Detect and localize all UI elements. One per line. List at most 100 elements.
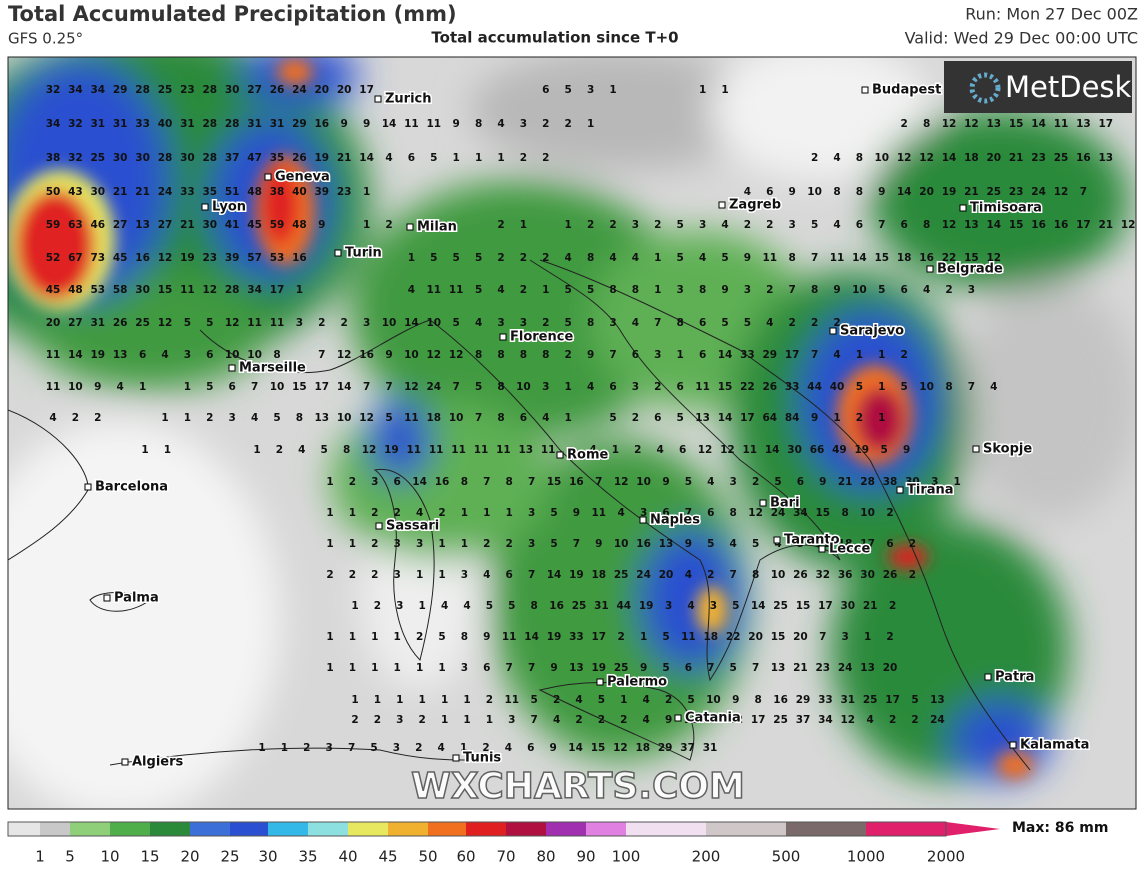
grid-value: 11	[247, 317, 262, 329]
max-label: Max: 86 mm	[1012, 820, 1108, 836]
grid-value: 33	[740, 349, 755, 361]
grid-value: 6	[206, 349, 213, 361]
grid-value: 5	[609, 412, 616, 424]
grid-value: 1	[374, 694, 381, 706]
grid-value: 44	[616, 600, 631, 612]
grid-value: 3	[587, 84, 594, 96]
grid-value: 25	[158, 84, 173, 96]
grid-value: 16	[549, 600, 564, 612]
grid-value: 8	[677, 317, 684, 329]
colorbar-segment	[466, 822, 506, 836]
grid-value: 7	[654, 317, 661, 329]
grid-value: 26	[292, 152, 307, 164]
grid-value: 3	[542, 381, 549, 393]
grid-value: 13	[695, 412, 710, 424]
grid-value: 1	[461, 538, 468, 550]
grid-value: 3	[497, 317, 504, 329]
grid-value: 20	[659, 569, 674, 581]
grid-value: 15	[1009, 118, 1024, 130]
grid-value: 2	[901, 349, 908, 361]
grid-value: 2	[506, 538, 513, 550]
grid-value: 4	[833, 152, 840, 164]
grid-value: 19	[384, 444, 399, 456]
grid-value: 1	[184, 412, 191, 424]
grid-value: 3	[184, 349, 191, 361]
colorbar-tick-label: 50	[418, 848, 437, 866]
grid-value: 28	[135, 84, 150, 96]
city-marker	[499, 333, 507, 341]
colorbar-segment	[268, 822, 308, 836]
grid-value: 14	[986, 219, 1001, 231]
grid-value: 3	[394, 538, 401, 550]
grid-value: 1	[878, 412, 885, 424]
grid-value: 8	[923, 219, 930, 231]
grid-value: 5	[878, 284, 885, 296]
grid-value: 9	[789, 186, 796, 198]
grid-value: 9	[318, 219, 325, 231]
grid-value: 19	[639, 600, 654, 612]
grid-value: 4	[685, 569, 692, 581]
grid-value: 31	[90, 317, 105, 329]
grid-value: 2	[618, 631, 625, 643]
colorbar-segment	[626, 822, 706, 836]
grid-value: 2	[654, 381, 661, 393]
city-marker	[896, 486, 904, 494]
grid-value: 7	[348, 742, 355, 754]
grid-value: 12	[942, 118, 957, 130]
grid-value: 27	[113, 219, 128, 231]
grid-value: 33	[818, 694, 833, 706]
grid-value: 5	[721, 252, 728, 264]
grid-value: 1	[461, 507, 468, 519]
grid-value: 25	[135, 317, 150, 329]
grid-value: 18	[426, 412, 441, 424]
grid-value: 2	[909, 569, 916, 581]
colorbar-segment	[388, 822, 428, 836]
grid-value: 5	[385, 412, 392, 424]
grid-value: 14	[412, 476, 427, 488]
grid-value: 13	[113, 349, 128, 361]
grid-value: 6	[856, 219, 863, 231]
grid-value: 7	[363, 381, 370, 393]
grid-value: 9	[721, 284, 728, 296]
grid-value: 28	[158, 152, 173, 164]
grid-value: 6	[542, 84, 549, 96]
grid-value: 10	[68, 381, 83, 393]
grid-value: 48	[68, 284, 83, 296]
grid-value: 2	[206, 412, 213, 424]
grid-value: 1	[640, 631, 647, 643]
grid-value: 3	[528, 507, 535, 519]
grid-value: 8	[833, 186, 840, 198]
city-marker	[861, 86, 869, 94]
grid-value: 2	[789, 317, 796, 329]
grid-value: 20	[986, 152, 1001, 164]
logo: MetDesk	[1005, 70, 1132, 104]
grid-value: 8	[475, 349, 482, 361]
city-label: Palma	[114, 591, 159, 606]
grid-value: 37	[225, 152, 240, 164]
grid-value: 13	[659, 538, 674, 550]
grid-value: 1	[463, 714, 470, 726]
grid-value: 16	[569, 476, 584, 488]
grid-value: 11	[1054, 118, 1069, 130]
grid-value: 1	[408, 252, 415, 264]
grid-value: 16	[292, 252, 307, 264]
colorbar-tick-label: 100	[612, 848, 641, 866]
grid-value: 9	[595, 538, 602, 550]
colorbar-segment	[8, 822, 40, 836]
grid-value: 12	[404, 381, 419, 393]
colorbar-tick-label: 30	[258, 848, 277, 866]
grid-value: 12	[158, 317, 173, 329]
grid-value: 7	[528, 662, 535, 674]
grid-value: 11	[496, 444, 511, 456]
grid-value: 7	[528, 569, 535, 581]
grid-value: 10	[706, 694, 721, 706]
grid-value: 4	[117, 381, 124, 393]
grid-value: 1	[878, 381, 885, 393]
colorbar-segment	[190, 822, 230, 836]
grid-value: 2	[911, 714, 918, 726]
grid-value: 25	[90, 152, 105, 164]
grid-value: 30	[113, 152, 128, 164]
grid-value: 2	[609, 219, 616, 231]
grid-value: 26	[113, 317, 128, 329]
grid-value: 3	[842, 631, 849, 643]
